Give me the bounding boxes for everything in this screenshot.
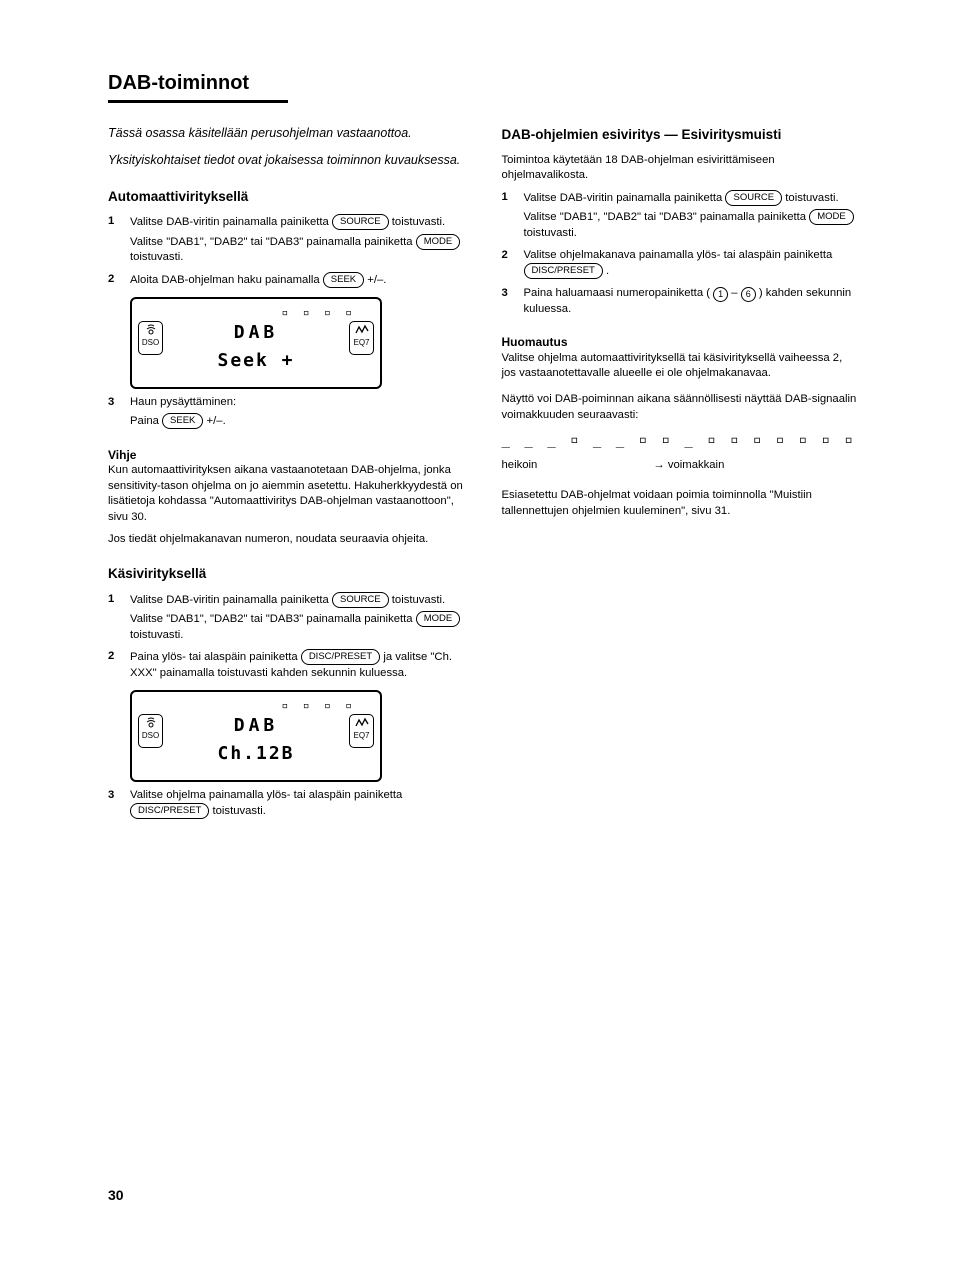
step-number: 2 [502, 248, 524, 283]
left-column: DAB-toiminnot Tässä osassa käsitellään p… [108, 70, 466, 826]
step-text: Valitse DAB-viritin painamalla painikett… [524, 190, 860, 207]
source-button[interactable]: SOURCE [332, 592, 389, 608]
step-text: Valitse "DAB1", "DAB2" tai "DAB3" painam… [130, 234, 466, 266]
intro-1: Tässä osassa käsitellään perusohjelman v… [108, 125, 466, 142]
tip-label: Vihje [108, 447, 466, 464]
mode-button[interactable]: MODE [416, 611, 461, 627]
auto-p4: Jos tiedät ohjelmakanavan numeron, nouda… [108, 532, 466, 548]
lcd-line2: Seek + [132, 349, 380, 374]
lcd-signal-dots: ▫ ▫ ▫ ▫ [282, 698, 356, 713]
heading-auto: Automaattivirityksellä [108, 188, 466, 207]
step-text: Valitse "DAB1", "DAB2" tai "DAB3" painam… [524, 209, 860, 241]
step-text: Aloita DAB-ohjelman haku painamalla SEEK… [130, 272, 466, 289]
page: DAB-toiminnot Tässä osassa käsitellään p… [0, 0, 954, 1270]
step-number: 1 [502, 190, 524, 245]
step-number: 3 [502, 286, 524, 321]
lcd-display-1: ▫ ▫ ▫ ▫ DSO EQ7 DAB Seek + [130, 297, 382, 389]
lcd-line1: DAB [132, 321, 380, 346]
preset-p1: Toimintoa käytetään 18 DAB-ohjelman esiv… [502, 153, 860, 184]
col2-extra: Esiasetettu DAB-ohjelmat voidaan poimia … [502, 488, 860, 519]
lcd-display-2: ▫ ▫ ▫ ▫ DSO EQ7 DAB Ch.12B [130, 690, 382, 782]
intro-2: Yksityiskohtaiset tiedot ovat jokaisessa… [108, 152, 466, 169]
step-number: 2 [108, 272, 130, 392]
source-button[interactable]: SOURCE [725, 190, 782, 206]
auto-step-1: 1 Valitse DAB-viritin painamalla painike… [108, 214, 466, 269]
signal-dots: _ _ _ ▫ _ _ ▫ ▫ _ ▫ ▫ ▫ ▫ ▫ ▫ ▫ [502, 431, 860, 450]
seek-button[interactable]: SEEK [162, 413, 203, 429]
manual-step-1: 1 Valitse DAB-viritin painamalla painike… [108, 592, 466, 647]
auto-step-3: 3 Haun pysäyttäminen: Paina SEEK +/–. [108, 395, 466, 433]
mode-button[interactable]: MODE [809, 209, 854, 225]
step-text: Valitse DAB-viritin painamalla painikett… [130, 214, 466, 231]
seek-button[interactable]: SEEK [323, 272, 364, 288]
step-text: Paina ylös- tai alaspäin painiketta DISC… [130, 649, 466, 681]
step-text: Valitse ohjelma painamalla ylös- tai ala… [130, 788, 466, 820]
signal-intro: Näyttö voi DAB-poiminnan aikana säännöll… [502, 392, 860, 423]
heading-manual: Käsivirityksellä [108, 565, 466, 584]
disc-preset-button[interactable]: DISC/PRESET [524, 263, 603, 279]
mode-button[interactable]: MODE [416, 234, 461, 250]
step-text: Paina haluamaasi numeropainiketta ( 1 – … [524, 286, 860, 318]
step-text: Haun pysäyttäminen: [130, 395, 466, 411]
heading-preset: DAB-ohjelmien esiviritys — Esiviritysmui… [502, 126, 860, 145]
lcd-line1: DAB [132, 714, 380, 739]
manual-step-2: 2 Paina ylös- tai alaspäin painiketta DI… [108, 649, 466, 784]
step-number: 2 [108, 649, 130, 784]
page-number: 30 [108, 1186, 124, 1205]
step-number: 1 [108, 214, 130, 269]
lcd-line2: Ch.12B [132, 742, 380, 767]
number-1-button[interactable]: 1 [713, 287, 728, 302]
step-number: 1 [108, 592, 130, 647]
step-number: 3 [108, 788, 130, 823]
auto-step-2: 2 Aloita DAB-ohjelman haku painamalla SE… [108, 272, 466, 392]
title-underline [108, 100, 288, 104]
section-title: DAB-toiminnot [108, 70, 466, 98]
note-label: Huomautus [502, 334, 860, 351]
preset-step-3: 3 Paina haluamaasi numeropainiketta ( 1 … [502, 286, 860, 321]
signal-labels: heikoin → voimakkain [502, 458, 860, 474]
number-6-button[interactable]: 6 [741, 287, 756, 302]
two-columns: DAB-toiminnot Tässä osassa käsitellään p… [108, 70, 859, 826]
lcd-signal-dots: ▫ ▫ ▫ ▫ [282, 305, 356, 320]
step-text: Valitse ohjelmakanava painamalla ylös- t… [524, 248, 860, 280]
manual-step-3: 3 Valitse ohjelma painamalla ylös- tai a… [108, 788, 466, 823]
preset-note: Valitse ohjelma automaattivirityksellä t… [502, 351, 860, 382]
preset-step-1: 1 Valitse DAB-viritin painamalla painike… [502, 190, 860, 245]
step-text: Valitse "DAB1", "DAB2" tai "DAB3" painam… [130, 611, 466, 643]
auto-note: Kun automaattivirityksen aikana vastaano… [108, 463, 466, 525]
disc-preset-button[interactable]: DISC/PRESET [130, 803, 209, 819]
source-button[interactable]: SOURCE [332, 214, 389, 230]
step-number: 3 [108, 395, 130, 433]
disc-preset-button[interactable]: DISC/PRESET [301, 649, 380, 665]
preset-step-2: 2 Valitse ohjelmakanava painamalla ylös-… [502, 248, 860, 283]
right-column: DAB-ohjelmien esiviritys — Esiviritysmui… [502, 70, 860, 826]
step-text: Paina SEEK +/–. [130, 413, 466, 430]
step-text: Valitse DAB-viritin painamalla painikett… [130, 592, 466, 609]
